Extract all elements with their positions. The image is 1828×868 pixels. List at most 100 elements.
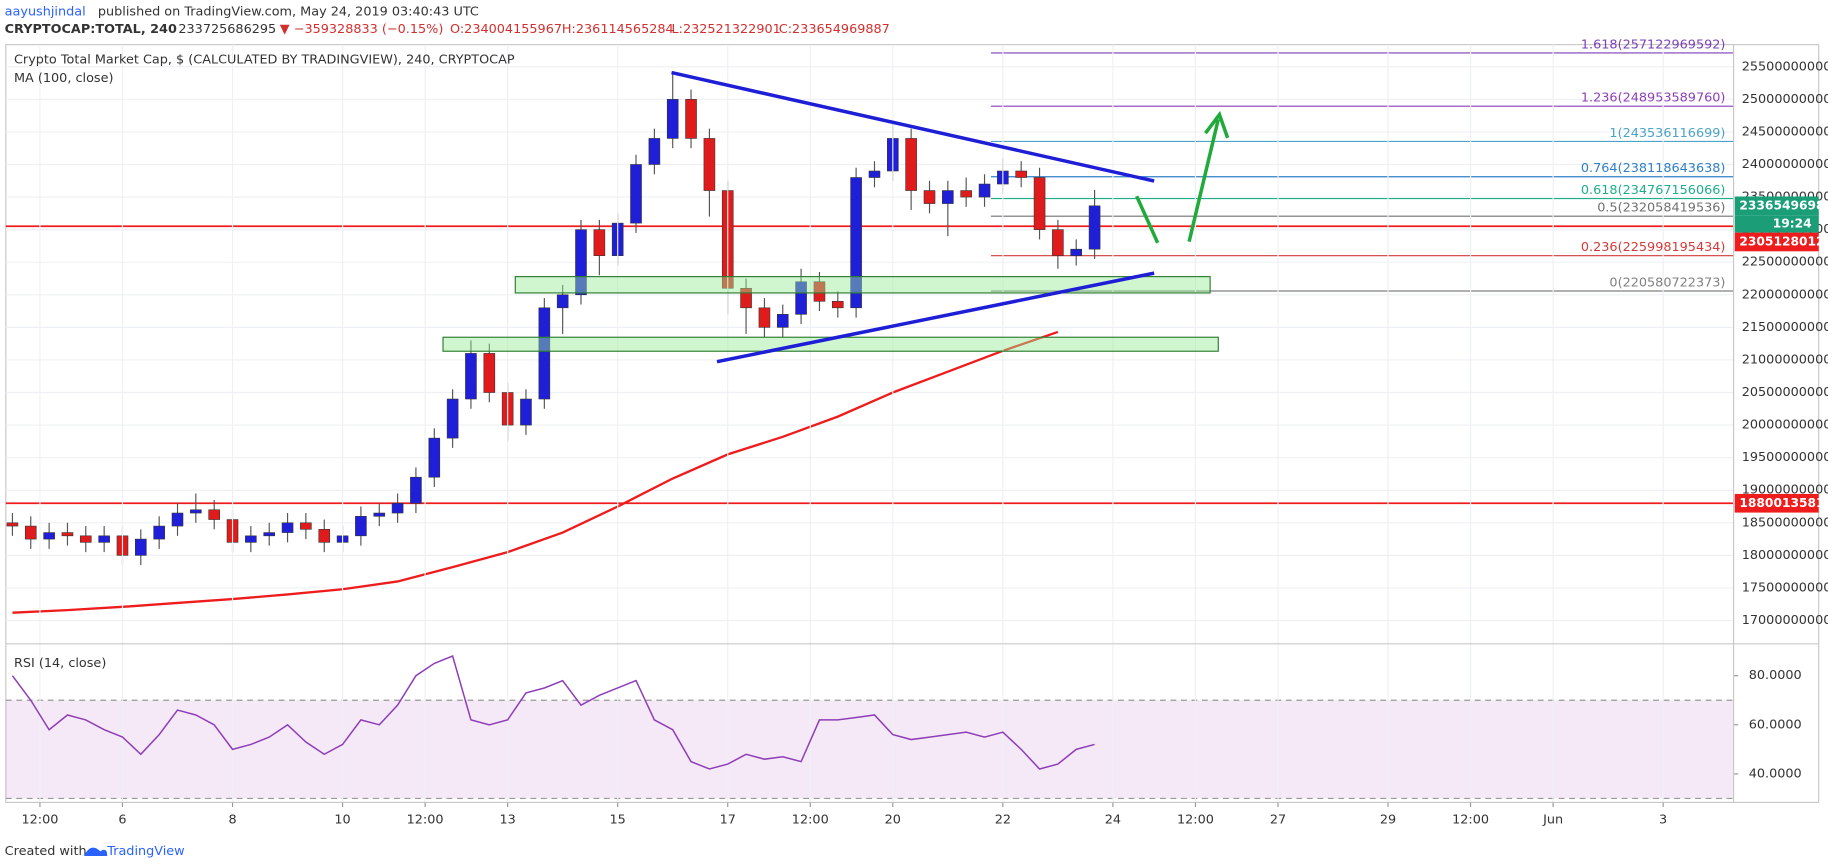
arrow — [1135, 195, 1160, 244]
last: 233725686295 — [178, 22, 276, 37]
rsi-line — [11, 655, 1095, 770]
candle-body — [593, 229, 606, 256]
candle-body — [978, 183, 991, 198]
candle-body — [923, 190, 936, 204]
ma-line — [12, 330, 1059, 614]
candle-body — [61, 532, 74, 537]
y-tick-label: 210000000000 — [1742, 352, 1828, 367]
candle-body — [24, 525, 37, 540]
x-tick-label: 12:00 — [792, 812, 829, 827]
y-tick-label: 60.0000 — [1749, 717, 1802, 732]
y-tick-label: 250000000000 — [1742, 92, 1828, 107]
fib-label: 1.618(257122969592) — [1581, 37, 1726, 52]
candle-body — [556, 294, 569, 309]
candle-body — [300, 522, 312, 530]
candle-body — [520, 398, 532, 426]
last-price-box — [1734, 196, 1819, 216]
price-line-label: 188001358149 — [1739, 496, 1828, 510]
y-tick-label: 215000000000 — [1742, 320, 1828, 335]
x-tick-label: 27 — [1270, 812, 1286, 827]
fib-label: 0(220580722373) — [1609, 275, 1725, 290]
candle-body — [318, 529, 331, 543]
candle-body — [1088, 205, 1101, 250]
logo — [83, 847, 108, 857]
x-tick-label: 3 — [1659, 812, 1667, 827]
candle-body — [685, 99, 697, 139]
candle-body — [281, 522, 294, 533]
candle-body — [1052, 229, 1064, 256]
rsi-band — [5, 700, 1734, 799]
candle-body — [795, 281, 807, 315]
candle-body — [850, 177, 862, 309]
arrow-head — [1204, 110, 1230, 139]
candle-body — [942, 190, 954, 204]
trend-line — [671, 70, 1155, 183]
candle-body — [538, 307, 551, 400]
candle-body — [483, 353, 496, 393]
x-tick-label: 12:00 — [1452, 812, 1489, 827]
candle-body — [868, 170, 881, 178]
footer-created: Created with — [5, 844, 87, 859]
candle-body — [208, 509, 220, 520]
candle-body — [171, 512, 184, 527]
y-tick-label: 40.0000 — [1749, 766, 1802, 781]
candle-body — [666, 99, 679, 139]
price-line-box — [1734, 493, 1819, 513]
y-tick-label: 220000000000 — [1742, 287, 1828, 302]
fib-label: 0.5(232058419536) — [1597, 201, 1725, 216]
y-tick-label: 205000000000 — [1742, 385, 1828, 400]
candle-body — [813, 281, 826, 302]
y-tick-label: 185000000000 — [1742, 515, 1828, 530]
low: L:232521322901 — [672, 22, 781, 37]
close: C:233654969887 — [779, 22, 890, 37]
y-tick-label: 255000000000 — [1742, 59, 1828, 74]
candle-body — [575, 229, 587, 296]
support-zone — [514, 276, 1211, 294]
price-line-label: 230512801252 — [1739, 234, 1828, 248]
chart-title: Crypto Total Market Cap, $ (CALCULATED B… — [14, 52, 515, 67]
candle-body — [428, 437, 441, 478]
y-tick-label: 80.0000 — [1749, 668, 1802, 683]
countdown: 19:24 — [1773, 216, 1812, 230]
x-tick-label: 15 — [610, 812, 626, 827]
fib-label: 1.236(248953589760) — [1581, 90, 1726, 105]
x-tick-label: 29 — [1380, 812, 1396, 827]
y-tick-label: 225000000000 — [1742, 255, 1828, 270]
candle-body — [465, 353, 477, 400]
footer-brand[interactable]: TradingView — [106, 844, 184, 859]
candle-body — [1033, 177, 1046, 230]
x-tick-label: 13 — [499, 812, 515, 827]
x-tick-label: 10 — [334, 812, 350, 827]
candle-body — [446, 398, 459, 439]
x-tick-label: 22 — [995, 812, 1011, 827]
fib-label: 0.236(225998195434) — [1581, 240, 1726, 255]
candle-body — [410, 476, 422, 504]
candle-body — [831, 301, 844, 309]
high: H:236114565284 — [562, 22, 674, 37]
y-tick-label: 170000000000 — [1742, 613, 1828, 628]
candle-body — [373, 512, 386, 517]
candle-body — [630, 164, 642, 224]
candle-body — [1015, 170, 1027, 178]
y-tick-label: 175000000000 — [1742, 580, 1828, 595]
symbol: CRYPTOCAP:TOTAL, 240 — [5, 22, 177, 37]
candle-body — [776, 314, 789, 328]
x-tick-label: 6 — [118, 812, 126, 827]
candle-body — [740, 287, 752, 309]
frame — [5, 44, 1820, 803]
x-tick-label: 12:00 — [21, 812, 58, 827]
fib-label: 0.764(238118643638) — [1581, 161, 1726, 176]
candle-body — [648, 138, 661, 165]
trend-line — [716, 271, 1155, 364]
candle-body — [135, 538, 147, 556]
x-tick-label: 17 — [720, 812, 736, 827]
candle-body — [245, 535, 257, 543]
author[interactable]: aayushjindal — [5, 4, 86, 19]
y-tick-label: 200000000000 — [1742, 418, 1828, 433]
candle-body — [703, 138, 716, 191]
candle-body — [758, 307, 771, 328]
legend-ma: MA (100, close) — [14, 71, 114, 86]
x-tick-label: 20 — [885, 812, 901, 827]
candle-body — [153, 525, 165, 540]
